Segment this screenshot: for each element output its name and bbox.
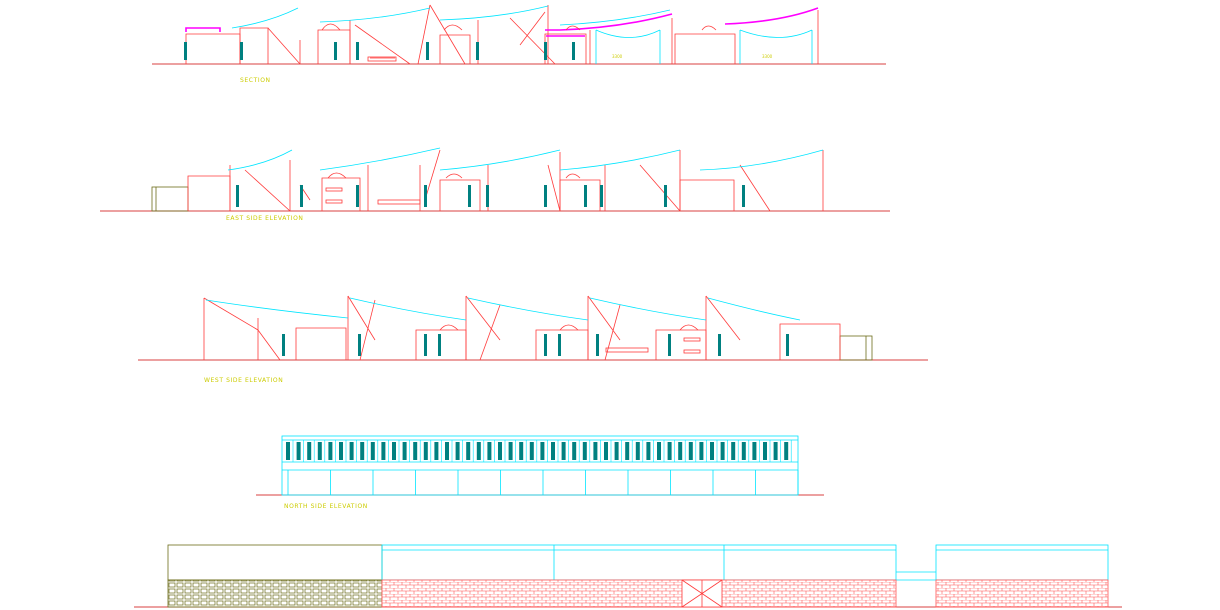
section-drawing: SECTION 3300 3300	[152, 4, 886, 84]
north-window	[710, 442, 714, 460]
north-window	[752, 442, 757, 460]
north-window	[508, 442, 513, 460]
north-window	[699, 442, 704, 460]
north-window	[784, 442, 789, 460]
north-window	[635, 442, 640, 460]
north-window	[593, 442, 598, 460]
east-elevation-drawing: EAST SIDE ELEVATION	[100, 147, 890, 222]
north-window	[307, 442, 312, 460]
east-elevation-label: EAST SIDE ELEVATION	[226, 215, 304, 222]
north-window	[773, 442, 778, 460]
section-dimension-1: 3300	[612, 54, 623, 59]
north-window	[551, 442, 555, 460]
north-window	[731, 442, 736, 460]
north-window	[561, 442, 566, 460]
north-window	[519, 442, 524, 460]
north-window	[720, 442, 725, 460]
north-window	[604, 442, 608, 460]
north-window	[625, 442, 630, 460]
north-window	[572, 442, 577, 460]
north-window	[328, 442, 333, 460]
north-window	[360, 442, 365, 460]
north-window	[741, 442, 746, 460]
north-window	[657, 442, 661, 460]
north-window	[540, 442, 545, 460]
north-window	[455, 442, 460, 460]
north-window	[317, 442, 322, 460]
north-window	[646, 442, 651, 460]
north-window	[476, 442, 481, 460]
north-window	[678, 442, 683, 460]
north-window	[688, 442, 693, 460]
bottom-elevation-drawing	[134, 544, 1122, 608]
north-window	[667, 442, 672, 460]
section-label: SECTION	[240, 77, 271, 84]
north-window	[614, 442, 619, 460]
north-window	[466, 442, 471, 460]
north-elevation-drawing: NORTH SIDE ELEVATION	[256, 435, 824, 510]
north-window	[392, 442, 396, 460]
north-window	[498, 442, 502, 460]
north-window	[763, 442, 767, 460]
west-elevation-drawing: WEST SIDE ELEVATION	[138, 295, 928, 384]
north-window	[370, 442, 375, 460]
north-window	[413, 442, 418, 460]
north-window	[445, 442, 449, 460]
north-window	[423, 442, 428, 460]
north-window	[434, 442, 439, 460]
north-window	[529, 442, 534, 460]
west-elevation-label: WEST SIDE ELEVATION	[204, 377, 283, 384]
north-window	[286, 442, 290, 460]
north-window	[402, 442, 407, 460]
north-window	[296, 442, 301, 460]
north-window	[582, 442, 587, 460]
north-window	[381, 442, 386, 460]
north-elevation-label: NORTH SIDE ELEVATION	[284, 503, 368, 510]
north-window	[487, 442, 492, 460]
north-window	[349, 442, 354, 460]
north-window	[339, 442, 343, 460]
section-dimension-2: 3300	[762, 54, 773, 59]
